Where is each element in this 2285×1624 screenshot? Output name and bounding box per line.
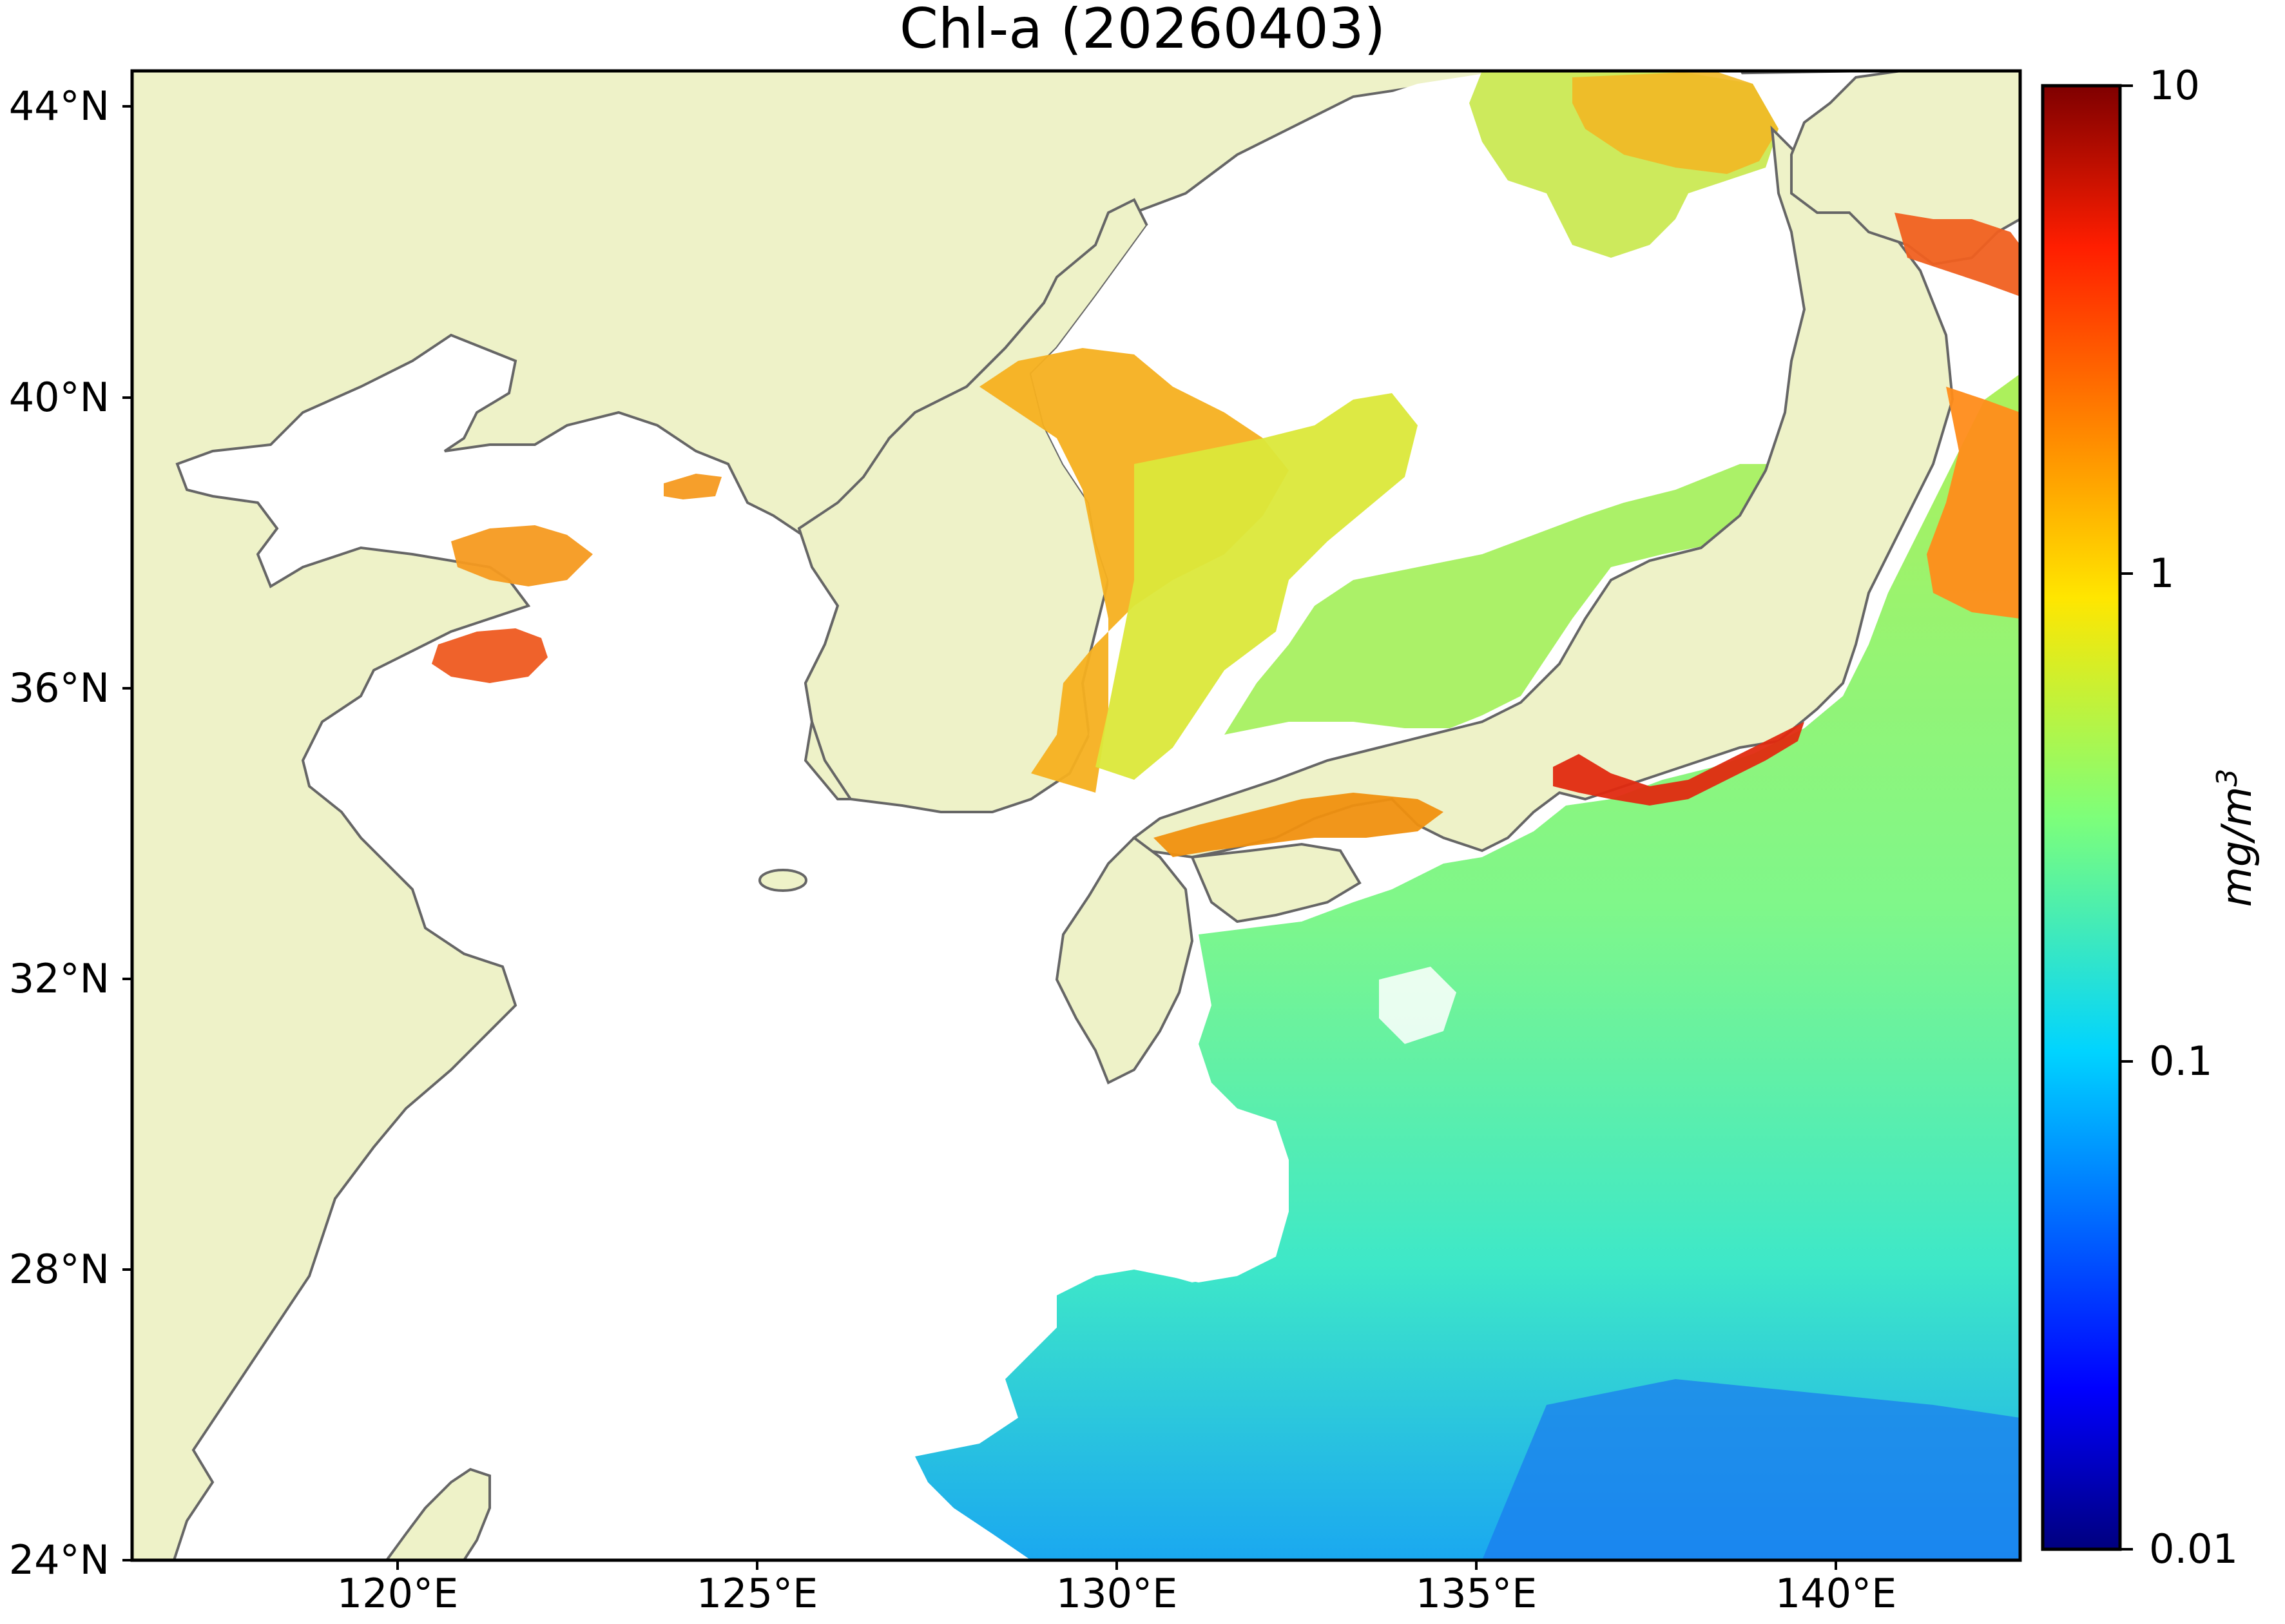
liaodong-chl [664, 474, 722, 499]
map-ticks [122, 105, 1837, 1570]
colorbar-tick-10: 10 [2149, 62, 2200, 109]
map-frame [130, 69, 2022, 1562]
colorbar-tick-0-01: 0.01 [2149, 1525, 2239, 1572]
colorbar-unit-base: mg/m [2213, 786, 2262, 907]
tohoku-coast-chl [1927, 387, 2020, 619]
map-area [132, 71, 2020, 1560]
lon-tick-140: 140°E [1775, 1570, 1897, 1617]
colorbar-unit-exponent: 3 [2210, 768, 2244, 787]
japan-sea-chl-green [1224, 464, 1779, 735]
honshu-coast-chl-red [1553, 722, 1804, 806]
shikoku-land [1190, 842, 1362, 923]
colorbar-ticks [2120, 84, 2133, 1551]
taiwan-land [385, 1467, 491, 1560]
yellow-sea-chl-red [432, 628, 548, 683]
japan-sea-chl-yellow [1095, 393, 1418, 780]
lon-tick-120: 120°E [336, 1570, 459, 1617]
lat-tick-32: 32°N [8, 955, 110, 1002]
colorbar [2041, 84, 2122, 1551]
lon-tick-125: 125°E [696, 1570, 818, 1617]
pacific-cloud-gap [1063, 1108, 1289, 1282]
hokkaido-land [1790, 71, 2020, 266]
pacific-chl [915, 374, 2020, 1560]
pacific-cloud-gap-2 [1379, 967, 1456, 1044]
lat-tick-24: 24°N [8, 1536, 110, 1583]
lat-tick-28: 28°N [8, 1246, 110, 1293]
colorbar-unit-label: mg/m3 [2211, 769, 2261, 907]
lat-tick-36: 36°N [8, 664, 110, 711]
seto-inland-chl-orange [1153, 793, 1443, 857]
kyushu-land [1055, 836, 1194, 1085]
deep-blue-patch [1482, 1379, 2020, 1560]
jeju-island [758, 869, 807, 892]
japan-sea-chl-orange-north [1572, 71, 1779, 174]
korea-land [797, 198, 1149, 813]
hokkaido-south-chl [1895, 213, 2020, 296]
map-title: Chl-a (20260403) [899, 0, 1386, 61]
colorbar-tick-0-1: 0.1 [2149, 1038, 2213, 1085]
lon-tick-135: 135°E [1415, 1570, 1538, 1617]
colorbar-tick-1: 1 [2149, 550, 2175, 597]
bohai-chl-orange [451, 525, 593, 586]
lat-tick-44: 44°N [8, 82, 110, 130]
lat-tick-40: 40°N [8, 374, 110, 421]
lon-tick-130: 130°E [1056, 1570, 1178, 1617]
